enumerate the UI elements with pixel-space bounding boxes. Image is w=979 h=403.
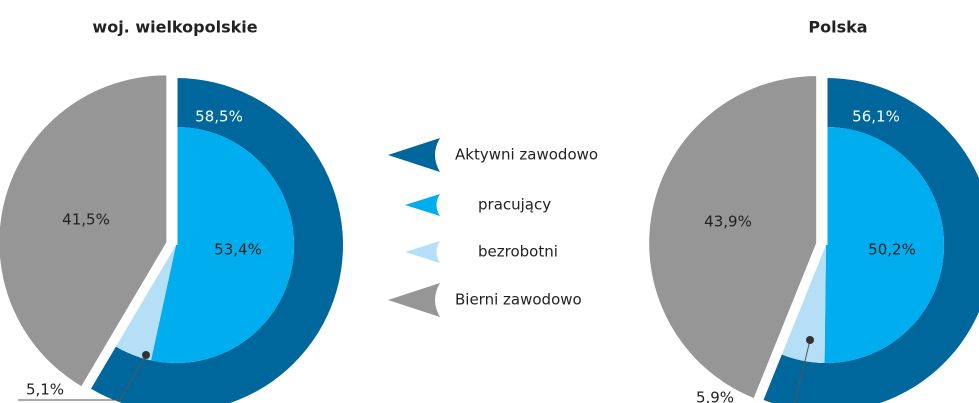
legend-swatch — [388, 283, 440, 317]
value-label: 43,9% — [704, 213, 752, 231]
ring-wedge — [763, 78, 979, 403]
value-label: 41,5% — [62, 211, 110, 229]
value-label: 58,5% — [195, 108, 243, 126]
value-label: 56,1% — [852, 108, 900, 126]
pie-wedge — [150, 127, 295, 363]
pie-wedge — [781, 245, 826, 363]
leader-line — [794, 339, 811, 403]
ring-wedge — [90, 78, 343, 403]
legend-swatch — [405, 194, 440, 216]
value-label: 53,4% — [214, 241, 262, 259]
value-label: 5,9% — [696, 389, 734, 403]
legend-label: bezrobotni — [478, 243, 558, 261]
pie-wedge — [824, 127, 944, 363]
legend-label: Aktywni zawodowo — [455, 146, 598, 164]
legend-label: pracujący — [478, 196, 551, 214]
legend-swatch — [388, 138, 440, 172]
pie-wedge — [115, 245, 176, 361]
pie-wedge — [649, 76, 817, 398]
leader-line — [18, 354, 147, 401]
pie-wedge — [0, 75, 167, 387]
leader-dot — [806, 336, 814, 344]
chart-title: woj. wielkopolskie — [92, 18, 257, 37]
legend-swatch — [405, 241, 440, 263]
value-label: 5,1% — [26, 381, 64, 399]
value-label: 50,2% — [868, 241, 916, 259]
legend-label: Bierni zawodowo — [455, 291, 582, 309]
chart-title: Polska — [808, 18, 867, 37]
leader-dot — [142, 351, 150, 359]
